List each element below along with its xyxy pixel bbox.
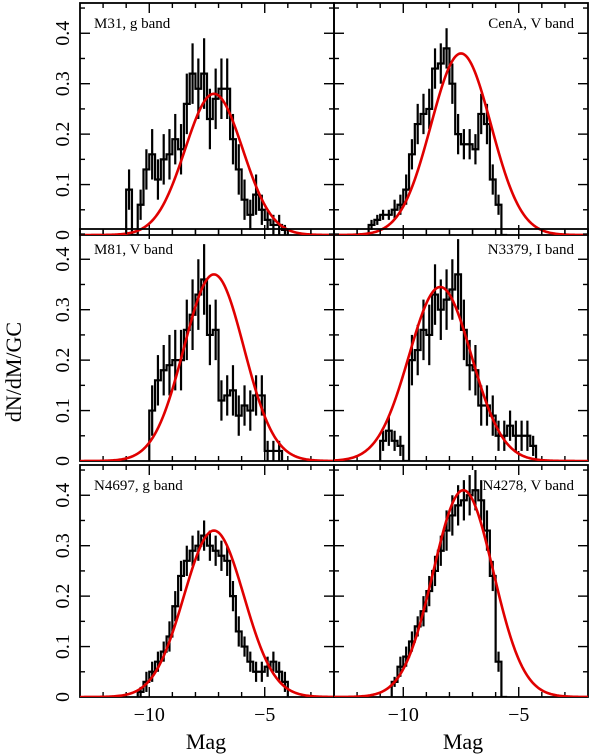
panel-label: N3379, I band	[488, 242, 575, 258]
y-tick-label: 0.1	[52, 172, 74, 197]
y-tick-label: 0.3	[52, 71, 74, 96]
gaussian-fit-curve	[334, 52, 588, 235]
panel-3: 0 0.1 0.2 0.3 0.4 M81, V band	[52, 228, 335, 466]
gaussian-fit-curve	[80, 92, 334, 235]
y-tick-label: 0.1	[52, 634, 74, 659]
panel-6: −10 −5 N4278, V band	[333, 464, 589, 726]
panel-label: M81, V band	[94, 242, 174, 258]
panel-2: CenA, V band	[333, 2, 589, 236]
gaussian-fit-curve	[80, 273, 334, 461]
histogram	[148, 278, 284, 461]
panel-grid: 0 0.1 0.2 0.3 0.4 M31, g band CenA, V band 0 0.1…	[52, 2, 589, 726]
panel-frame	[79, 464, 335, 698]
panel-frame	[333, 2, 589, 236]
gaussian-fit-curve	[334, 488, 588, 697]
y-tick-label: 0.2	[52, 122, 74, 147]
x-tick-label: −5	[508, 704, 529, 726]
y-tick-label: 0.2	[52, 584, 74, 609]
panel-label: N4278, V band	[482, 478, 574, 494]
panel-label: CenA, V band	[488, 16, 574, 32]
y-tick-label: 0.4	[52, 247, 74, 272]
y-tick-label: 0.2	[52, 348, 74, 373]
histogram	[136, 534, 289, 697]
gaussian-fit-curve	[80, 529, 334, 697]
y-tick-label: 0	[52, 230, 74, 240]
plot-area	[334, 470, 588, 697]
panel-5: 0 0.1 0.2 0.3 0.4 −10 −5 N4697, g band	[52, 464, 335, 726]
y-tick-label: 0.1	[52, 398, 74, 423]
panel-label: M31, g band	[94, 16, 171, 32]
panel-frame	[333, 228, 589, 462]
y-tick-label: 0	[52, 692, 74, 702]
x-tick-label: −5	[254, 704, 275, 726]
x-axis-title-left: Mag	[186, 729, 226, 754]
y-tick-label: 0.3	[52, 297, 74, 322]
plot-area	[334, 28, 588, 235]
panel-frame	[333, 464, 589, 698]
panel-label: N4697, g band	[94, 478, 183, 494]
x-axis-title-right: Mag	[443, 729, 483, 754]
panel-4: N3379, I band	[333, 228, 589, 462]
y-tick-label: 0	[52, 456, 74, 466]
histogram	[367, 47, 508, 235]
y-tick-label: 0.4	[52, 21, 74, 46]
plot-area	[80, 244, 334, 461]
x-tick-label: −10	[388, 704, 419, 726]
plot-area	[80, 38, 334, 235]
y-tick-label: 0.3	[52, 533, 74, 558]
y-axis-title: dN/dM/GC	[1, 322, 26, 422]
gaussian-fit-curve	[334, 285, 588, 461]
histogram	[390, 489, 508, 697]
panel-frame	[79, 228, 335, 462]
y-tick-label: 0.4	[52, 483, 74, 508]
plot-area	[334, 239, 588, 461]
panel-1: 0 0.1 0.2 0.3 0.4 M31, g band	[52, 2, 335, 240]
plot-area	[80, 520, 334, 697]
x-tick-label: −10	[134, 704, 165, 726]
